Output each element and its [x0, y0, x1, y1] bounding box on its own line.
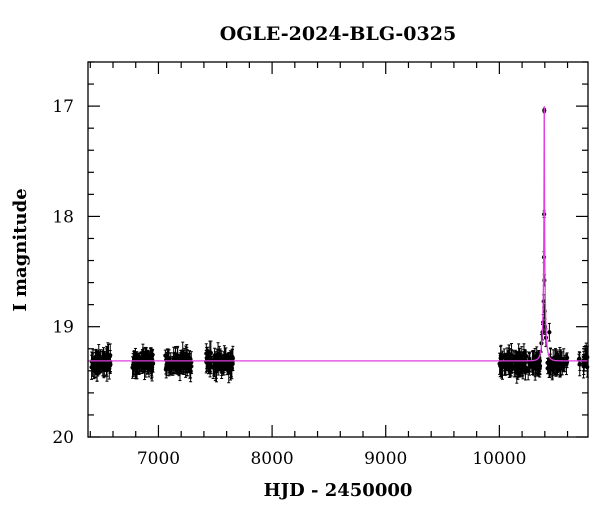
data-point-marker	[106, 362, 111, 368]
data-point-marker	[95, 367, 100, 373]
model-curve	[88, 106, 589, 362]
data-point-marker	[529, 364, 534, 369]
data-point-marker	[557, 354, 562, 360]
data-point-marker	[527, 361, 532, 366]
data-point-marker	[90, 362, 95, 367]
baseline-data-point	[527, 351, 532, 376]
y-tick-label: 19	[52, 318, 74, 338]
baseline-data-point	[90, 352, 95, 377]
data-point-marker	[165, 358, 170, 363]
baseline-data-point	[172, 351, 177, 367]
data-point-marker	[534, 362, 539, 367]
data-point-marker	[556, 363, 561, 369]
data-point-marker	[548, 362, 553, 367]
data-point-marker	[225, 363, 230, 368]
data-point-marker	[547, 330, 552, 335]
chart-title: OGLE-2024-BLG-0325	[220, 23, 456, 45]
y-tick-label: 20	[52, 428, 74, 448]
data-point-marker	[507, 352, 512, 357]
baseline-data-point	[582, 345, 587, 369]
y-axis-label: I magnitude	[10, 188, 31, 311]
data-point-marker	[545, 366, 550, 371]
axis-ticks: 7000 8000 9000 10000 17 18 19 20	[52, 61, 588, 469]
baseline-data-point	[508, 364, 513, 376]
baseline-data-point	[499, 352, 504, 377]
data-point-marker	[213, 367, 218, 372]
data-point-marker	[188, 368, 193, 374]
event-data-point	[547, 322, 552, 342]
baseline-data-point	[166, 356, 171, 370]
baseline-data-point	[537, 359, 542, 378]
data-point-marker	[212, 353, 217, 358]
baseline-data-point	[228, 356, 233, 374]
baseline-data-point	[105, 342, 110, 368]
baseline-data-point	[520, 355, 526, 380]
x-axis-label: HJD - 2450000	[264, 480, 413, 501]
baseline-data-point	[144, 347, 149, 366]
y-tick-label: 18	[52, 207, 74, 227]
baseline-data-point	[577, 357, 582, 371]
data-point-marker	[577, 356, 582, 361]
data-point-marker	[537, 366, 542, 371]
data-point-marker	[520, 365, 526, 370]
plot-frame	[87, 61, 589, 438]
x-tick-label: 8000	[250, 449, 293, 469]
data-point-marker	[105, 352, 110, 357]
data-point-marker	[564, 362, 569, 367]
data-point-marker	[499, 362, 504, 367]
baseline-data-point	[534, 354, 539, 376]
data-point-marker	[149, 362, 154, 367]
baseline-data-point	[503, 352, 509, 376]
data-point-marker	[144, 354, 149, 359]
baseline-data-point	[545, 362, 550, 375]
data-point-marker	[508, 367, 513, 372]
data-point-marker	[582, 354, 587, 360]
baseline-data-point	[219, 356, 224, 377]
data-point-marker	[204, 359, 209, 364]
baseline-data-point	[561, 361, 566, 372]
data-point-marker	[561, 364, 566, 369]
data-point-marker	[577, 362, 582, 367]
data-point-marker	[184, 363, 189, 368]
x-tick-label: 7000	[137, 449, 180, 469]
data-point-marker	[172, 356, 177, 362]
x-tick-label: 9000	[364, 449, 407, 469]
baseline-data-point	[149, 353, 154, 376]
y-tick-label: 17	[52, 97, 74, 117]
baseline-data-point	[564, 353, 569, 376]
baseline-data-point	[551, 356, 556, 367]
data-point-marker	[166, 361, 171, 366]
plot-area	[88, 106, 590, 384]
data-point-marker	[219, 364, 224, 369]
x-tick-label: 10000	[472, 449, 526, 469]
data-point-marker	[585, 364, 590, 370]
data-point-marker	[146, 365, 152, 370]
